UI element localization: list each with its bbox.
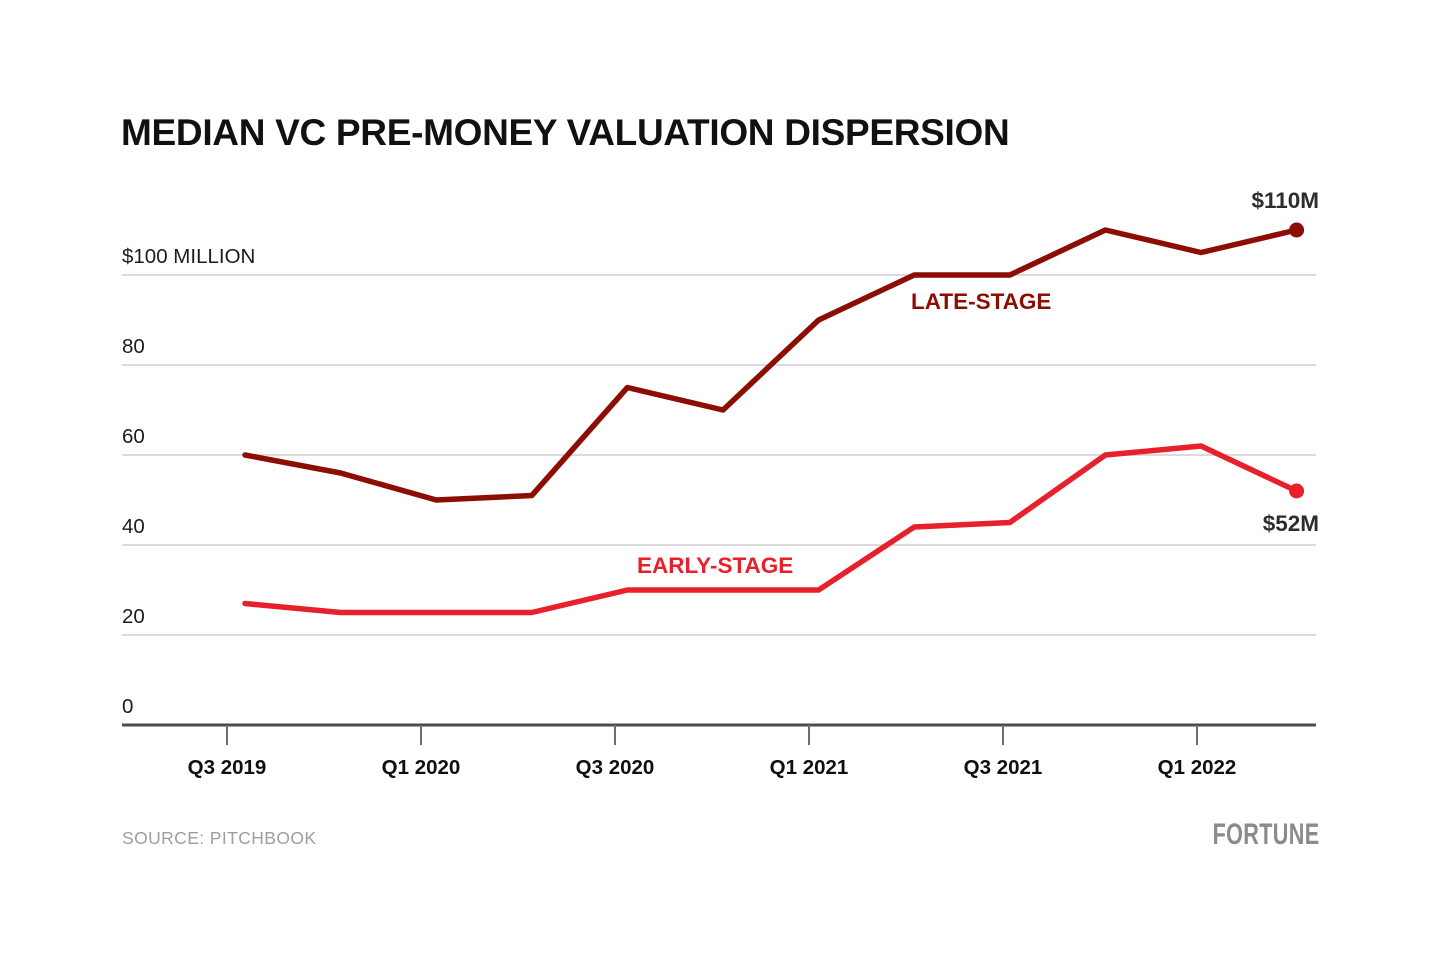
y-tick-label-60: 60: [122, 425, 145, 448]
early-stage-series-label: EARLY-STAGE: [637, 553, 794, 578]
x-tick-label-q1-2021: Q1 2021: [769, 756, 849, 779]
late-stage-line: [242, 227, 1300, 503]
x-tick-label-q3-2021: Q3 2021: [963, 756, 1043, 779]
x-tick-label-q1-2020: Q1 2020: [381, 756, 461, 779]
early-stage-endpoint-dot: [1289, 483, 1305, 499]
y-tick-label-0: 0: [122, 695, 134, 718]
y-tick-label-20: 20: [122, 605, 145, 628]
early-stage-line: [242, 443, 1300, 616]
late-stage-end-value-label: $110M: [1251, 188, 1319, 213]
fortune-logo: FORTUNE: [1212, 818, 1319, 851]
x-tick-label-q1-2022: Q1 2022: [1157, 756, 1237, 779]
chart-title: MEDIAN VC PRE-MONEY VALUATION DISPERSION: [121, 112, 1010, 153]
x-tick-label-q3-2020: Q3 2020: [575, 756, 655, 779]
late-stage-series-label: LATE-STAGE: [911, 289, 1052, 314]
late-stage-endpoint-dot: [1289, 222, 1305, 238]
source-note: SOURCE: PITCHBOOK: [122, 828, 317, 848]
early-stage-end-value-label: $52M: [1262, 511, 1319, 536]
y-tick-label-100: $100 MILLION: [122, 245, 256, 268]
x-tick-label-q3-2019: Q3 2019: [187, 756, 267, 779]
y-tick-label-40: 40: [122, 515, 145, 538]
y-tick-label-80: 80: [122, 335, 145, 358]
